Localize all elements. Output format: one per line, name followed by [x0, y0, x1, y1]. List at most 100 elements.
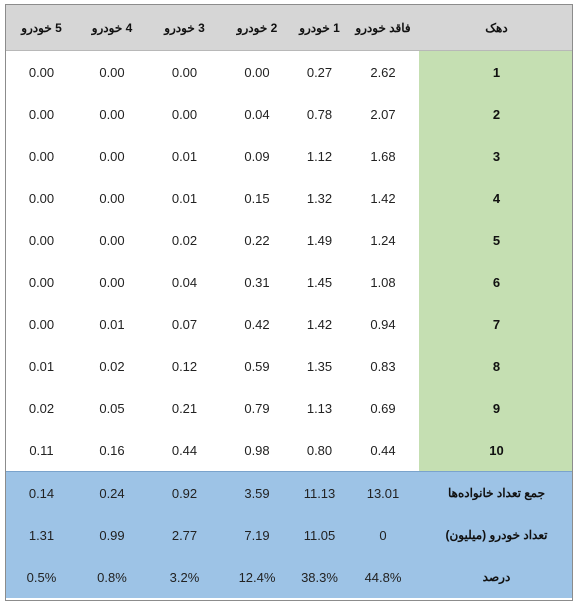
total-cars-row: تعداد خودرو (میلیون) 0 11.05 7.19 2.77 0.99 1.…: [6, 514, 572, 556]
decile-row: 6 1.08 1.45 0.31 0.04 0.00 0.00: [6, 261, 572, 303]
cell-one-car: 0.80: [292, 429, 347, 472]
cell-five-cars: 0.00: [6, 303, 77, 345]
percent-row: درصد 44.8% 38.3% 12.4% 3.2% 0.8% 0.5%: [6, 556, 572, 598]
cell-three-cars: 0.00: [147, 50, 222, 93]
header-five-cars: 5 خودرو: [6, 5, 77, 51]
cell-one-car: 0.27: [292, 50, 347, 93]
cell-two-cars: 0.31: [222, 261, 292, 303]
decile-number: 9: [419, 387, 572, 429]
header-one-car: 1 خودرو: [292, 5, 347, 51]
cell-five-cars: 0.00: [6, 135, 77, 177]
decile-row: 7 0.94 1.42 0.42 0.07 0.01 0.00: [6, 303, 572, 345]
cell-one-car: 0.78: [292, 93, 347, 135]
cell-five-cars: 0.02: [6, 387, 77, 429]
cell-four-cars: 0.00: [77, 50, 147, 93]
total-cell-three-cars: 2.77: [147, 514, 222, 556]
cell-two-cars: 0.59: [222, 345, 292, 387]
cell-two-cars: 0.15: [222, 177, 292, 219]
cell-four-cars: 0.00: [77, 93, 147, 135]
decile-number: 6: [419, 261, 572, 303]
cell-no-car: 0.69: [347, 387, 419, 429]
cell-three-cars: 0.01: [147, 135, 222, 177]
decile-number: 8: [419, 345, 572, 387]
total-cell-no-car: 0: [347, 514, 419, 556]
total-cell-three-cars: 3.2%: [147, 556, 222, 598]
header-no-car: فاقد خودرو: [347, 5, 419, 51]
cell-five-cars: 0.01: [6, 345, 77, 387]
car-ownership-table: دهک فاقد خودرو 1 خودرو 2 خودرو 3 خودرو 4…: [6, 5, 572, 598]
decile-row: 3 1.68 1.12 0.09 0.01 0.00 0.00: [6, 135, 572, 177]
decile-number: 10: [419, 429, 572, 472]
cell-one-car: 1.12: [292, 135, 347, 177]
total-cell-one-car: 11.05: [292, 514, 347, 556]
cell-no-car: 1.08: [347, 261, 419, 303]
cell-five-cars: 0.00: [6, 93, 77, 135]
cell-four-cars: 0.01: [77, 303, 147, 345]
cell-two-cars: 0.79: [222, 387, 292, 429]
cell-two-cars: 0.09: [222, 135, 292, 177]
cell-four-cars: 0.05: [77, 387, 147, 429]
decile-row: 2 2.07 0.78 0.04 0.00 0.00 0.00: [6, 93, 572, 135]
total-label: جمع تعداد خانواده‌ها: [419, 471, 572, 514]
car-ownership-table-frame: دهک فاقد خودرو 1 خودرو 2 خودرو 3 خودرو 4…: [5, 4, 573, 601]
total-cell-one-car: 11.13: [292, 471, 347, 514]
header-three-cars: 3 خودرو: [147, 5, 222, 51]
cell-four-cars: 0.16: [77, 429, 147, 472]
cell-two-cars: 0.42: [222, 303, 292, 345]
cell-no-car: 1.68: [347, 135, 419, 177]
cell-two-cars: 0.22: [222, 219, 292, 261]
cell-three-cars: 0.01: [147, 177, 222, 219]
total-cell-five-cars: 0.5%: [6, 556, 77, 598]
total-cell-no-car: 13.01: [347, 471, 419, 514]
header-four-cars: 4 خودرو: [77, 5, 147, 51]
header-row: دهک فاقد خودرو 1 خودرو 2 خودرو 3 خودرو 4…: [6, 5, 572, 51]
cell-four-cars: 0.00: [77, 261, 147, 303]
decile-row: 9 0.69 1.13 0.79 0.21 0.05 0.02: [6, 387, 572, 429]
cell-three-cars: 0.07: [147, 303, 222, 345]
total-cell-three-cars: 0.92: [147, 471, 222, 514]
total-cell-two-cars: 7.19: [222, 514, 292, 556]
total-cell-two-cars: 3.59: [222, 471, 292, 514]
cell-five-cars: 0.00: [6, 219, 77, 261]
cell-three-cars: 0.04: [147, 261, 222, 303]
cell-five-cars: 0.11: [6, 429, 77, 472]
total-cell-no-car: 44.8%: [347, 556, 419, 598]
total-label: درصد: [419, 556, 572, 598]
cell-one-car: 1.49: [292, 219, 347, 261]
cell-two-cars: 0.04: [222, 93, 292, 135]
cell-five-cars: 0.00: [6, 50, 77, 93]
decile-row: 4 1.42 1.32 0.15 0.01 0.00 0.00: [6, 177, 572, 219]
cell-three-cars: 0.44: [147, 429, 222, 472]
cell-five-cars: 0.00: [6, 261, 77, 303]
decile-row: 8 0.83 1.35 0.59 0.12 0.02 0.01: [6, 345, 572, 387]
total-cell-five-cars: 0.14: [6, 471, 77, 514]
total-cell-four-cars: 0.24: [77, 471, 147, 514]
total-cell-two-cars: 12.4%: [222, 556, 292, 598]
decile-number: 7: [419, 303, 572, 345]
cell-one-car: 1.42: [292, 303, 347, 345]
total-cell-five-cars: 1.31: [6, 514, 77, 556]
cell-three-cars: 0.21: [147, 387, 222, 429]
decile-row: 10 0.44 0.80 0.98 0.44 0.16 0.11: [6, 429, 572, 472]
decile-row: 1 2.62 0.27 0.00 0.00 0.00 0.00: [6, 50, 572, 93]
cell-five-cars: 0.00: [6, 177, 77, 219]
cell-four-cars: 0.00: [77, 135, 147, 177]
header-two-cars: 2 خودرو: [222, 5, 292, 51]
decile-row: 5 1.24 1.49 0.22 0.02 0.00 0.00: [6, 219, 572, 261]
cell-one-car: 1.35: [292, 345, 347, 387]
cell-no-car: 2.62: [347, 50, 419, 93]
decile-number: 4: [419, 177, 572, 219]
cell-two-cars: 0.00: [222, 50, 292, 93]
cell-three-cars: 0.00: [147, 93, 222, 135]
total-cell-four-cars: 0.99: [77, 514, 147, 556]
header-decile: دهک: [419, 5, 572, 51]
cell-four-cars: 0.02: [77, 345, 147, 387]
decile-number: 1: [419, 50, 572, 93]
total-cell-four-cars: 0.8%: [77, 556, 147, 598]
cell-four-cars: 0.00: [77, 219, 147, 261]
total-cell-one-car: 38.3%: [292, 556, 347, 598]
cell-no-car: 1.42: [347, 177, 419, 219]
cell-one-car: 1.45: [292, 261, 347, 303]
cell-three-cars: 0.02: [147, 219, 222, 261]
cell-no-car: 1.24: [347, 219, 419, 261]
